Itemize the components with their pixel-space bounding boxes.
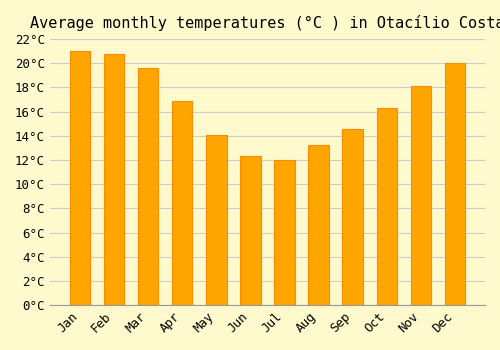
Bar xyxy=(308,146,329,305)
Bar xyxy=(138,68,158,305)
Title: Average monthly temperatures (°C ) in Otacílio Costa: Average monthly temperatures (°C ) in Ot… xyxy=(30,15,500,31)
Bar xyxy=(172,101,193,305)
Bar xyxy=(240,156,260,305)
Bar xyxy=(104,54,124,305)
Bar xyxy=(206,135,227,305)
Bar xyxy=(376,108,397,305)
Bar xyxy=(342,128,363,305)
Bar xyxy=(410,86,431,305)
Bar xyxy=(445,63,465,305)
Bar xyxy=(70,51,90,305)
Bar xyxy=(274,160,294,305)
